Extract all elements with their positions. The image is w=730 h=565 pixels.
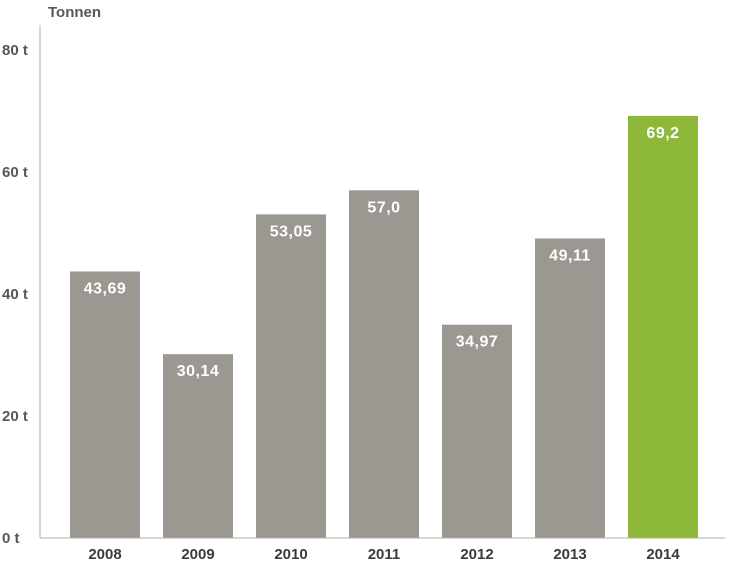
bars: 43,69 30,14 53,05 57,0 34,97 49,11 69,2 — [70, 115, 698, 539]
x-tick-label-2010: 2010 — [274, 546, 307, 563]
value-label-2011: 57,0 — [367, 199, 400, 216]
x-tick-label-2008: 2008 — [88, 546, 121, 563]
value-label-2013: 49,11 — [549, 247, 591, 264]
y-axis: 0 t 20 t 40 t 60 t 80 t — [2, 25, 41, 547]
y-tick-label: 0 t — [2, 530, 20, 547]
value-label-2009: 30,14 — [177, 363, 220, 380]
bar-2009 — [163, 354, 233, 538]
y-tick-label: 20 t — [2, 408, 28, 425]
bar-2010 — [256, 214, 326, 538]
y-tick-label: 40 t — [2, 286, 28, 303]
x-tick-label-2009: 2009 — [181, 546, 214, 563]
bar-2013 — [535, 238, 605, 538]
x-tick-label-2013: 2013 — [553, 546, 586, 563]
x-tick-label-2012: 2012 — [460, 546, 493, 563]
x-tick-label-2011: 2011 — [368, 546, 401, 563]
bar-2014 — [628, 115, 698, 538]
value-label-2010: 53,05 — [270, 223, 313, 240]
x-axis: 2008 2009 2010 2011 2012 2013 2014 — [40, 537, 725, 563]
bar-2012 — [442, 324, 512, 538]
value-label-2012: 34,97 — [456, 334, 499, 351]
value-label-2008: 43,69 — [84, 280, 127, 297]
x-tick-label-2014: 2014 — [646, 546, 680, 563]
bar-2008 — [70, 271, 140, 538]
y-tick-label: 80 t — [2, 42, 28, 59]
bar-2011 — [349, 190, 419, 539]
y-tick-label: 60 t — [2, 164, 28, 181]
y-axis-title: Tonnen — [48, 4, 101, 21]
value-label-2014: 69,2 — [646, 125, 679, 142]
